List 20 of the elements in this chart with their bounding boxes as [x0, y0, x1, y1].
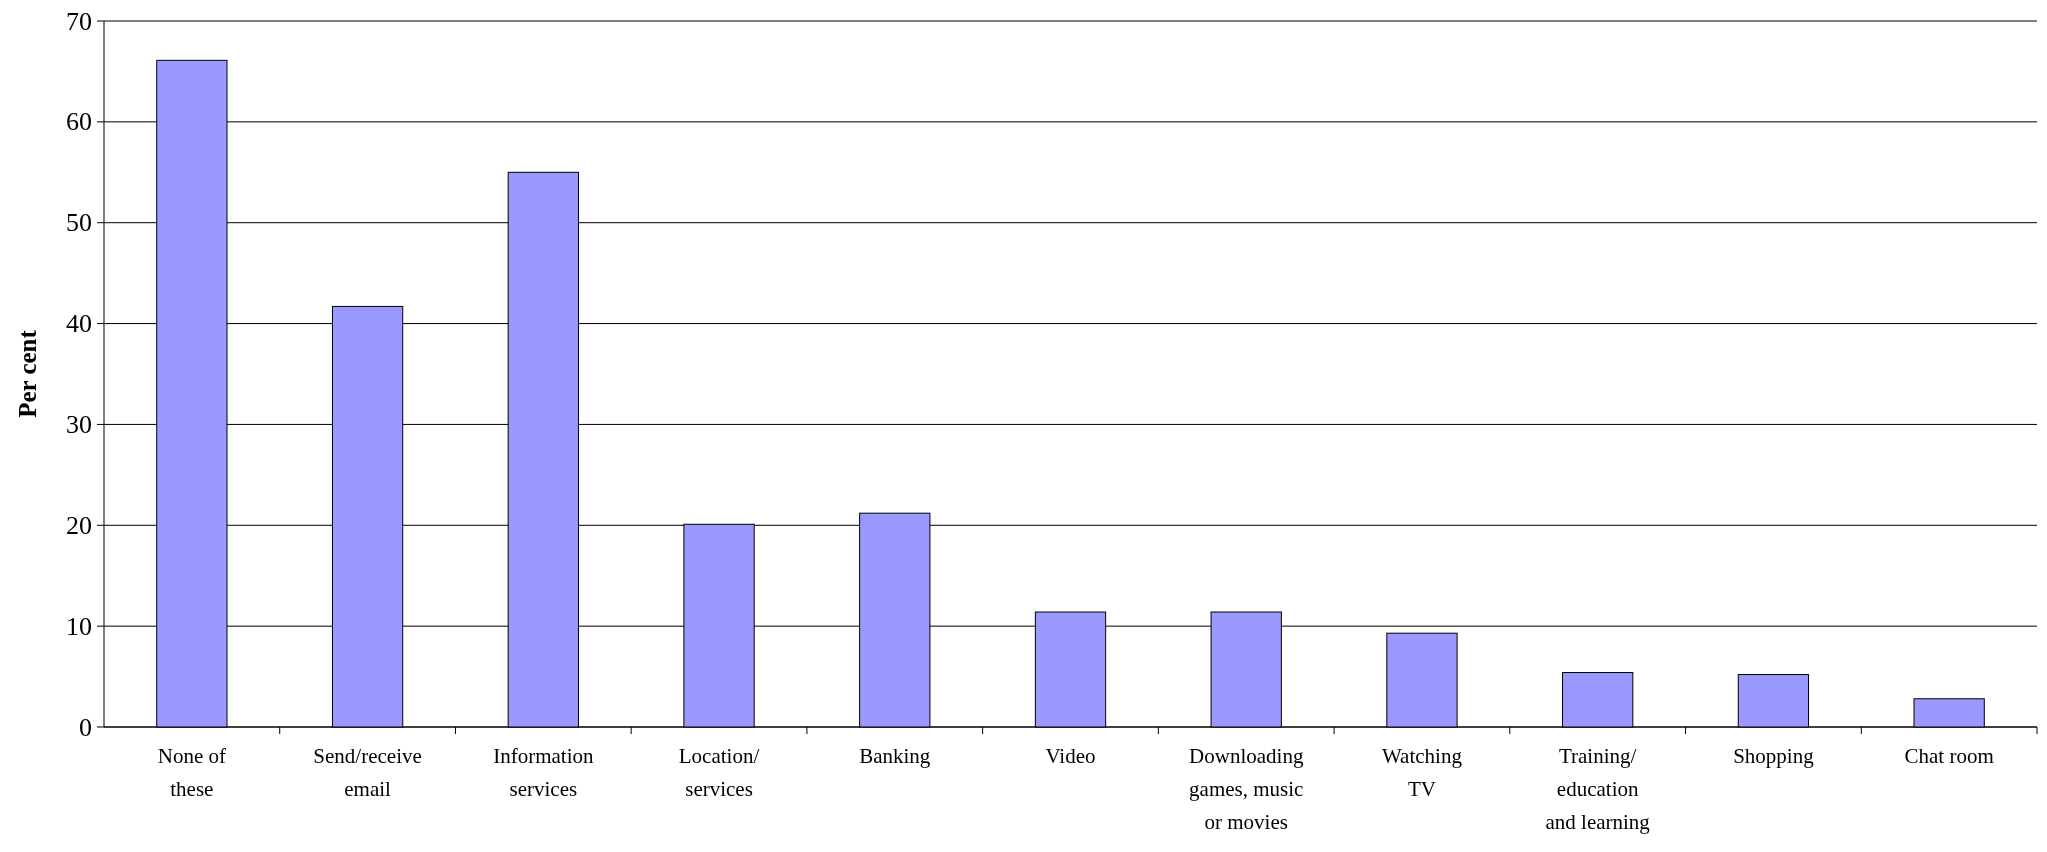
y-axis-title: Per cent — [14, 329, 41, 418]
x-tick-label: None of these — [157, 744, 226, 801]
x-tick-label: Downloading games, music or movies — [1189, 744, 1304, 834]
x-tick-label: Chat room — [1904, 744, 1994, 768]
y-tick-label: 30 — [66, 409, 92, 439]
x-tick-label: Information services — [493, 744, 594, 801]
y-tick-label: 10 — [66, 611, 92, 641]
y-tick-label: 20 — [66, 510, 92, 540]
x-tick-label: Location/ services — [678, 744, 760, 801]
y-tick-label: 60 — [66, 107, 92, 137]
y-tick-label: 70 — [66, 6, 92, 36]
x-tick-label: Banking — [859, 744, 931, 768]
x-tick-label: Video — [1045, 744, 1096, 768]
x-tick-label: Send/receive email — [313, 744, 422, 801]
y-tick-label: 0 — [79, 712, 92, 742]
x-tick-label: Training/ education and learning — [1545, 744, 1651, 834]
x-tick-label: Watching TV — [1381, 744, 1463, 801]
y-tick-label: 40 — [66, 309, 92, 339]
x-tick-label: Shopping — [1733, 744, 1815, 768]
y-tick-label: 50 — [66, 208, 92, 238]
